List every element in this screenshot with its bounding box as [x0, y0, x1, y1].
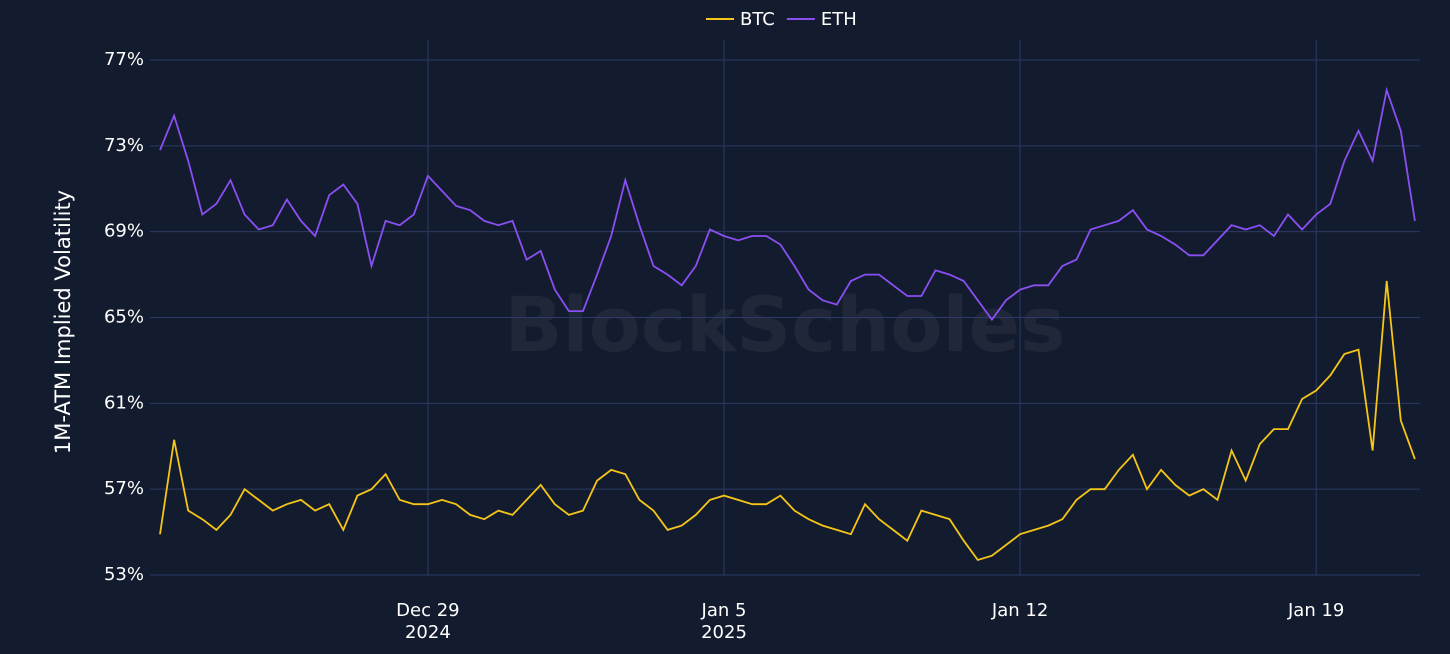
- y-tick-label: 53%: [104, 564, 144, 585]
- x-tick-label: Jan 12: [991, 600, 1049, 621]
- legend-item: BTC: [706, 9, 775, 30]
- y-tick-label: 73%: [104, 135, 144, 156]
- line-series: [159, 86, 1416, 322]
- y-tick-label: 61%: [104, 392, 144, 413]
- x-tick-label: Dec 29 2024: [396, 600, 460, 643]
- legend-label: BTC: [740, 9, 775, 30]
- y-tick-label: 57%: [104, 478, 144, 499]
- watermark: BlockScholes: [505, 280, 1066, 369]
- legend-label: ETH: [821, 9, 857, 30]
- y-tick-label: 69%: [104, 221, 144, 242]
- line-series: [159, 280, 1416, 562]
- y-tick-label: 65%: [104, 307, 144, 328]
- x-tick-label: Jan 19: [1288, 600, 1345, 621]
- x-tick-label: Jan 5 2025: [701, 600, 747, 643]
- y-axis-title: 1M-ATM Implied Volatility: [51, 190, 75, 454]
- y-tick-label: 77%: [104, 49, 144, 70]
- legend-item: ETH: [786, 9, 857, 30]
